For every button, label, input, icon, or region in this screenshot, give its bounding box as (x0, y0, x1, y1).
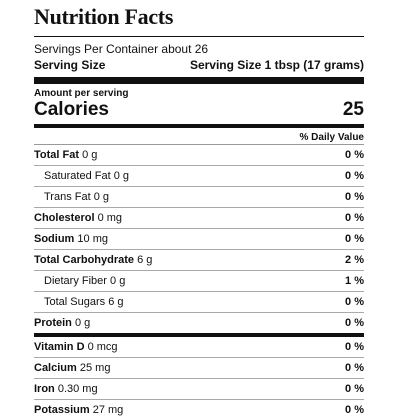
vitamin-rule (34, 333, 364, 337)
vitamin-name: Calcium (34, 362, 77, 374)
thick-rule (34, 77, 364, 84)
calories-row: Calories 25 (34, 100, 364, 120)
nutrient-name: Saturated Fat (44, 170, 111, 182)
nutrient-amount: 0 g (113, 170, 130, 182)
nutrient-row-total-sugars: Total Sugars 6 g 0 % (34, 292, 364, 313)
vitamin-name: Vitamin D (34, 341, 85, 353)
nutrient-row-trans-fat: Trans Fat 0 g 0 % (34, 187, 364, 208)
servings-per-container: Servings Per Container about 26 (34, 42, 209, 56)
calories-value: 25 (342, 99, 364, 120)
nutrient-name: Cholesterol (34, 212, 95, 224)
nutrient-dv: 0 % (345, 317, 364, 329)
nutrition-facts-label: Nutrition Facts Servings Per Container a… (34, 2, 364, 420)
nutrient-row-protein: Protein 0 g 0 % (34, 313, 364, 333)
nutrient-row-total-fat: Total Fat 0 g 0 % (34, 145, 364, 166)
nutrient-amount: 6 g (108, 296, 124, 308)
nutrient-dv: 2 % (345, 254, 364, 266)
nutrient-dv: 0 % (345, 212, 364, 224)
serving-size-value: Serving Size 1 tbsp (17 grams) (189, 58, 364, 72)
daily-value-header: % Daily Value (34, 128, 364, 145)
nutrient-row-total-carbohydrate: Total Carbohydrate 6 g 2 % (34, 250, 364, 271)
serving-size-row: Serving Size Serving Size 1 tbsp (17 gra… (34, 57, 364, 73)
nutrient-name: Dietary Fiber (44, 275, 107, 287)
nutrient-row-saturated-fat: Saturated Fat 0 g 0 % (34, 166, 364, 187)
nutrient-name: Protein (34, 317, 72, 329)
nutrient-amount: 6 g (137, 254, 153, 266)
vitamin-dv: 0 % (345, 383, 364, 395)
vitamin-name: Iron (34, 383, 55, 395)
vitamin-dv: 0 % (345, 362, 364, 374)
nutrient-dv: 0 % (345, 170, 364, 182)
top-rule (34, 36, 364, 37)
nutrient-row-cholesterol: Cholesterol 0 mg 0 % (34, 208, 364, 229)
vitamin-dv: 0 % (345, 404, 364, 416)
vitamin-row-calcium: Calcium 25 mg 0 % (34, 358, 364, 379)
nutrient-amount: 0 g (110, 275, 126, 287)
nutrient-amount: 0 g (93, 191, 110, 203)
amount-per-serving: Amount per serving (34, 88, 129, 99)
nutrient-row-sodium: Sodium 10 mg 0 % (34, 229, 364, 250)
nutrient-row-dietary-fiber: Dietary Fiber 0 g 1 % (34, 271, 364, 292)
vitamin-amount: 25 mg (79, 362, 111, 374)
vitamin-row-vitamin-d: Vitamin D 0 mcg 0 % (34, 337, 364, 358)
nutrient-name: Sodium (34, 233, 75, 245)
nutrient-name: Trans Fat (44, 191, 91, 203)
nutrient-amount: 0 g (82, 149, 98, 161)
nutrient-amount: 10 mg (77, 233, 108, 245)
vitamin-dv: 0 % (345, 341, 364, 353)
nutrient-dv: 1 % (345, 275, 364, 287)
vitamin-row-iron: Iron 0.30 mg 0 % (34, 379, 364, 400)
vitamin-row-potassium: Potassium 27 mg 0 % (34, 400, 364, 420)
serving-size-label: Serving Size (34, 58, 106, 72)
vitamin-name: Potassium (34, 404, 90, 416)
nutrient-name: Total Fat (34, 149, 80, 161)
nutrient-amount: 0 mg (97, 212, 123, 224)
vitamin-amount: 0.30 mg (57, 383, 98, 395)
nutrient-name: Total Carbohydrate (34, 254, 135, 266)
nutrient-dv: 0 % (345, 191, 364, 203)
vitamin-amount: 0 mcg (87, 341, 118, 353)
nutrient-dv: 0 % (345, 233, 364, 245)
label-title: Nutrition Facts (34, 4, 174, 29)
vitamin-amount: 27 mg (92, 404, 124, 416)
calories-label: Calories (34, 99, 109, 120)
nutrient-name: Total Sugars (44, 296, 106, 308)
nutrient-dv: 0 % (345, 149, 364, 161)
medium-rule (34, 124, 364, 128)
nutrient-dv: 0 % (345, 296, 364, 308)
nutrient-amount: 0 g (74, 317, 91, 329)
